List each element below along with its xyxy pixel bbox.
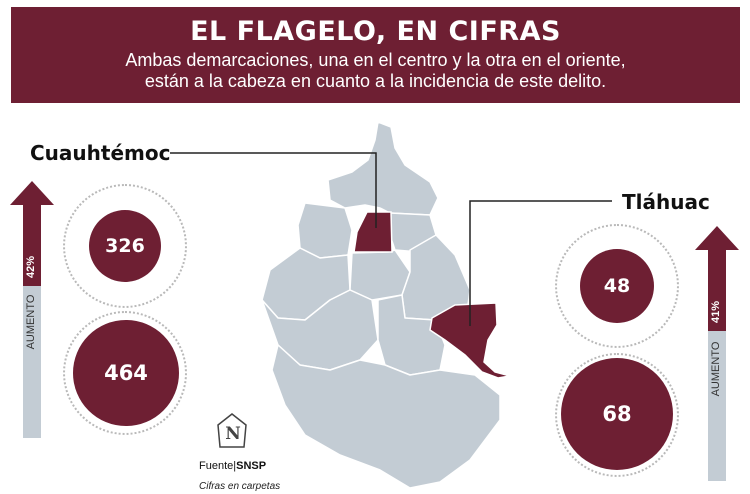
cuauhtemoc-arrow-bottom: [23, 286, 41, 438]
cuauhtemoc-label: Cuauhtémoc: [30, 141, 171, 165]
tlahuac-increase-label: AUMENTO: [710, 341, 722, 397]
source-name: SNSP: [236, 460, 267, 472]
tlahuac-district: [429, 302, 511, 379]
tlahuac-connector: [469, 200, 612, 326]
cuauhtemoc-district: [353, 211, 393, 253]
map-region-south-center: [377, 294, 446, 376]
cuauhtemoc-after-value: 464: [73, 320, 179, 426]
header-banner: EL FLAGELO, EN CIFRAS Ambas demarcacione…: [11, 7, 740, 103]
map-region-center: [349, 249, 411, 301]
cuauhtemoc-before-value: 326: [89, 210, 161, 282]
cuauhtemoc-after-ring: [63, 311, 187, 435]
tlahuac-arrow-head: [695, 226, 739, 250]
page-title: EL FLAGELO, EN CIFRAS: [190, 16, 561, 47]
cuauhtemoc-arrow-top: [23, 204, 41, 286]
cuauhtemoc-arrow-head: [10, 181, 54, 205]
subtitle-line-1: Ambas demarcaciones, una en el centro y …: [125, 50, 626, 70]
source-prefix: Fuente|: [199, 460, 237, 472]
logo-letter: N: [225, 424, 241, 444]
map-region-northwest: [297, 202, 353, 259]
tlahuac-after-ring: [555, 353, 679, 477]
tlahuac-after-value: 68: [561, 358, 673, 470]
map-region-north: [327, 121, 439, 216]
tlahuac-increase: 41%: [710, 300, 722, 324]
cuauhtemoc-connector: [170, 152, 377, 228]
subtitle-line-2: están a la cabeza en cuanto a la inciden…: [144, 71, 607, 91]
tlahuac-label: Tláhuac: [622, 190, 710, 214]
tlahuac-arrow-bottom: [708, 331, 726, 481]
cuauhtemoc-increase-label: AUMENTO: [25, 294, 37, 350]
map-region-south: [271, 344, 501, 489]
tlahuac-before-ring: [555, 224, 679, 348]
cuauhtemoc-before-ring: [63, 184, 187, 308]
source-line: Fuente|SNSP: [199, 460, 266, 472]
tlahuac-arrow-top: [708, 249, 726, 331]
logo-icon: [217, 413, 247, 448]
tlahuac-before-value: 48: [580, 249, 654, 323]
source-note: Cifras en carpetas: [199, 481, 281, 492]
